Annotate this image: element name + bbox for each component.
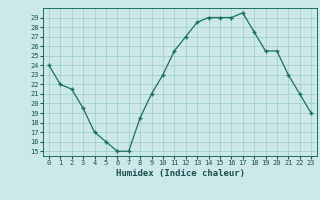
X-axis label: Humidex (Indice chaleur): Humidex (Indice chaleur) (116, 169, 244, 178)
